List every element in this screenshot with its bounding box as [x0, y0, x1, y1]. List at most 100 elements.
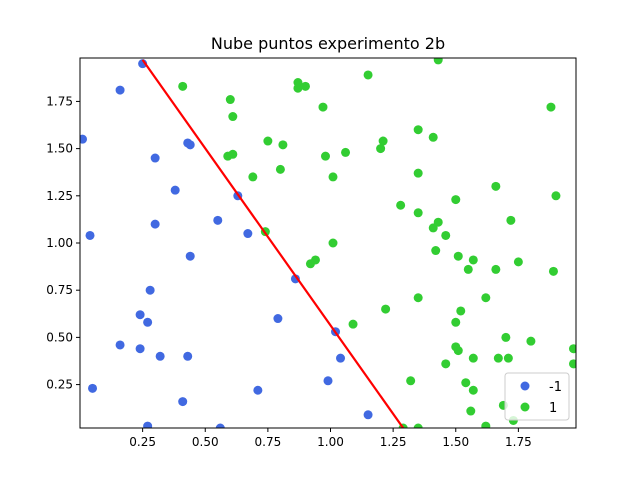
chart-title: Nube puntos experimento 2b: [211, 34, 445, 53]
point-class-pos: [468, 353, 478, 363]
point-class-pos: [305, 259, 315, 269]
point-class-pos: [546, 102, 556, 112]
x-tick-label: 0.75: [255, 435, 282, 449]
decision-lines: [141, 59, 405, 428]
legend-label: -1: [549, 380, 562, 395]
legend: -11: [504, 372, 570, 421]
legend-label: 1: [549, 401, 557, 416]
point-class-pos: [228, 149, 238, 159]
point-class-neg: [150, 219, 160, 229]
point-class-pos: [431, 246, 441, 256]
point-class-pos: [441, 359, 451, 369]
point-class-pos: [513, 257, 523, 267]
point-class-pos: [225, 95, 235, 105]
point-class-neg: [183, 351, 193, 361]
point-class-pos: [456, 306, 466, 316]
point-class-pos: [413, 208, 423, 218]
point-class-neg: [178, 397, 188, 407]
point-class-neg: [115, 340, 125, 350]
y-tick-label: 1.00: [46, 236, 73, 250]
point-class-pos: [468, 255, 478, 265]
point-class-neg: [323, 376, 333, 386]
point-class-pos: [381, 304, 391, 314]
point-class-pos: [548, 266, 558, 276]
point-class-pos: [568, 359, 576, 369]
plot-frame: [79, 57, 577, 429]
point-class-pos: [526, 336, 536, 346]
point-class-pos: [433, 58, 443, 65]
point-class-pos: [278, 140, 288, 150]
point-class-pos: [568, 344, 576, 354]
y-tick-label: 0.25: [46, 378, 73, 392]
point-class-neg: [143, 317, 153, 327]
point-class-pos: [491, 264, 501, 274]
point-class-pos: [228, 112, 238, 122]
point-class-pos: [506, 215, 516, 225]
x-tick-label: 0.25: [129, 435, 156, 449]
point-class-pos: [468, 385, 478, 395]
point-class-pos: [463, 264, 473, 274]
y-tick-label: 1.75: [46, 94, 73, 108]
point-class-neg: [170, 185, 180, 195]
point-class-pos: [300, 81, 310, 91]
point-class-neg: [88, 383, 98, 393]
point-class-pos: [328, 238, 338, 248]
point-class-pos: [248, 172, 258, 182]
y-tick-label: 0.75: [46, 283, 73, 297]
point-class-neg: [80, 134, 88, 144]
point-class-pos: [413, 125, 423, 135]
point-class-pos: [396, 200, 406, 210]
point-class-neg: [243, 229, 253, 239]
decision-line: [141, 59, 405, 428]
point-class-neg: [115, 85, 125, 95]
point-class-pos: [293, 83, 303, 93]
x-tick-label: 1.75: [505, 435, 532, 449]
point-class-neg: [336, 353, 346, 363]
point-class-pos: [318, 102, 328, 112]
point-class-pos: [263, 136, 273, 146]
point-class-pos: [378, 136, 388, 146]
point-class-pos: [451, 317, 461, 327]
point-class-pos: [466, 406, 476, 416]
point-class-pos: [491, 181, 501, 191]
y-tick-label: 1.25: [46, 189, 73, 203]
point-class-neg: [253, 385, 263, 395]
x-tick-label: 1.00: [317, 435, 344, 449]
y-tick-label: 1.50: [46, 142, 73, 156]
point-class-neg: [135, 344, 145, 354]
point-class-pos: [428, 223, 438, 233]
point-class-neg: [185, 251, 195, 261]
point-class-pos: [328, 172, 338, 182]
point-class-pos: [551, 191, 561, 201]
point-class-pos: [503, 353, 513, 363]
point-class-pos: [481, 421, 491, 428]
point-class-neg: [135, 310, 145, 320]
x-tick-label: 1.25: [380, 435, 407, 449]
point-class-pos: [320, 151, 330, 161]
point-class-pos: [275, 164, 285, 174]
point-class-pos: [341, 147, 351, 157]
point-class-pos: [178, 81, 188, 91]
point-class-neg: [290, 274, 300, 284]
point-class-neg: [273, 314, 283, 324]
x-tick-label: 0.50: [192, 435, 219, 449]
point-class-pos: [453, 346, 463, 356]
point-class-pos: [493, 353, 503, 363]
point-class-pos: [413, 293, 423, 303]
point-class-pos: [413, 168, 423, 178]
point-class-pos: [453, 251, 463, 261]
point-class-neg: [363, 410, 373, 420]
point-class-pos: [413, 423, 423, 428]
legend-marker: [520, 402, 530, 412]
data-points: [80, 58, 576, 428]
point-class-pos: [501, 332, 511, 342]
point-class-pos: [441, 230, 451, 240]
point-class-neg: [143, 421, 153, 428]
point-class-pos: [348, 319, 358, 329]
point-class-pos: [406, 376, 416, 386]
point-class-neg: [85, 230, 95, 240]
plot-area: [80, 58, 576, 428]
point-class-pos: [376, 144, 386, 154]
point-class-neg: [150, 153, 160, 163]
